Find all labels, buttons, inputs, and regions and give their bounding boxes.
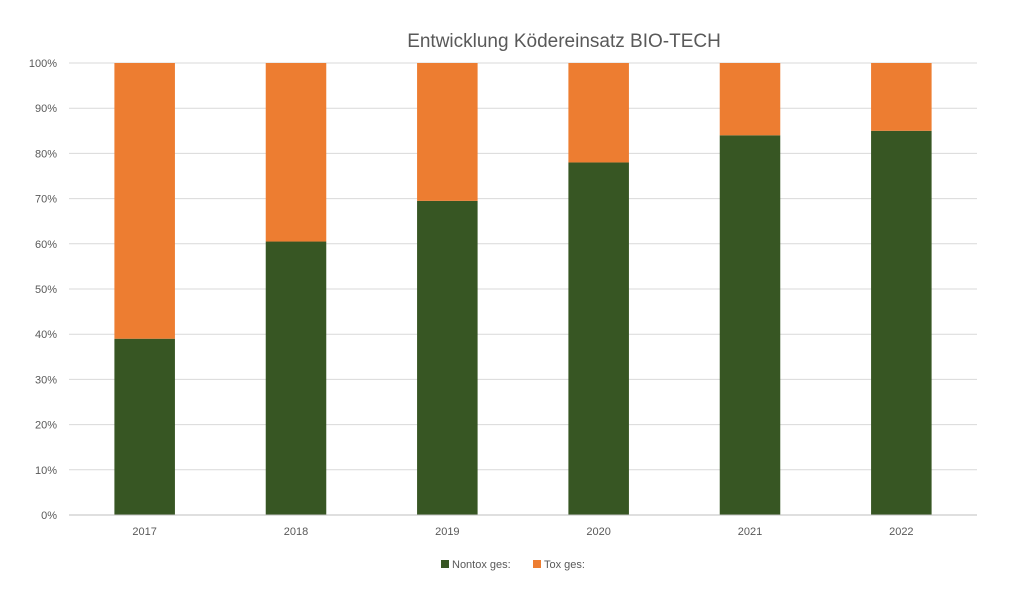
x-tick-label: 2021 <box>738 526 762 538</box>
bar-tox-2021 <box>719 63 781 136</box>
bar-tox-2017 <box>114 63 175 339</box>
bar-nontox-2019 <box>417 200 478 516</box>
bar-nontox-2020 <box>568 162 629 515</box>
bars <box>114 63 932 516</box>
y-tick-label: 0% <box>41 510 57 522</box>
bar-nontox-2021 <box>719 135 781 515</box>
x-tick-label: 2018 <box>284 526 308 538</box>
bar-tox-2022 <box>871 63 932 131</box>
y-tick-label: 70% <box>35 194 57 206</box>
y-tick-label: 40% <box>35 329 57 341</box>
legend-label-tox: Tox ges: <box>544 559 585 571</box>
x-tick-label: 2019 <box>435 526 459 538</box>
x-tick-label: 2020 <box>586 526 610 538</box>
y-tick-label: 80% <box>35 148 57 160</box>
y-tick-label: 90% <box>35 103 57 115</box>
y-tick-label: 60% <box>35 239 57 251</box>
bar-nontox-2022 <box>871 130 932 516</box>
y-tick-label: 100% <box>29 58 57 70</box>
y-tick-label: 20% <box>35 420 57 432</box>
legend-swatch-nontox <box>441 560 449 568</box>
y-tick-label: 10% <box>35 465 57 477</box>
legend: Nontox ges: Tox ges: <box>441 559 585 571</box>
bar-tox-2020 <box>568 63 629 163</box>
gridlines <box>69 62 977 471</box>
y-tick-label: 50% <box>35 284 57 296</box>
x-tick-label: 2022 <box>889 526 913 538</box>
bar-tox-2019 <box>417 63 478 201</box>
x-tick-label: 2017 <box>132 526 156 538</box>
bar-nontox-2017 <box>114 338 175 515</box>
y-axis-tick-labels: 0% 10% 20% 30% 40% 50% 60% 70% 80% 90% 100% <box>29 58 57 522</box>
legend-label-nontox: Nontox ges: <box>452 559 511 571</box>
x-axis-tick-labels: 2017 2018 2019 2020 2021 2022 <box>132 526 913 538</box>
legend-swatch-tox <box>533 560 541 568</box>
y-tick-label: 30% <box>35 374 57 386</box>
chart-title: Entwicklung Ködereinsatz BIO-TECH <box>407 31 721 52</box>
bar-nontox-2018 <box>265 241 327 516</box>
bar-tox-2018 <box>265 63 327 242</box>
